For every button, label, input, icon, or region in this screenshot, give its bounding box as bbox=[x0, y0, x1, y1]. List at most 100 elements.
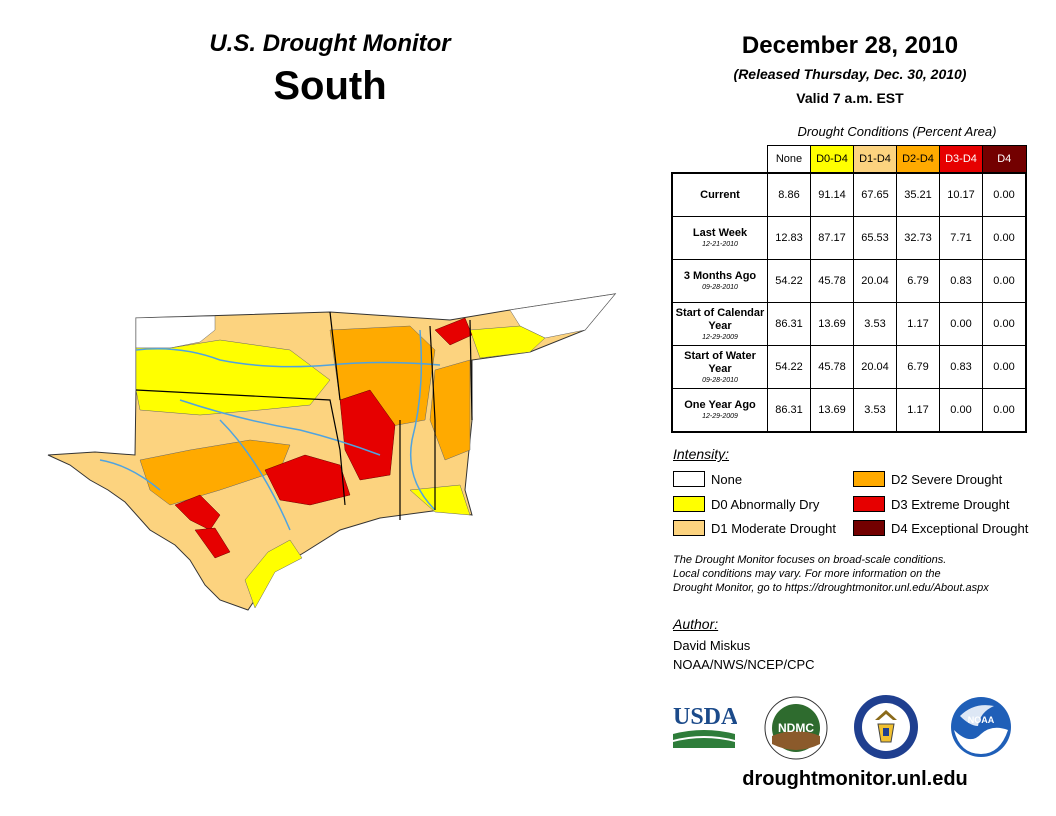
table-corner bbox=[672, 146, 768, 174]
row-label-text: Last Week bbox=[692, 227, 748, 239]
legend-item-d4: D4 Exceptional Drought bbox=[853, 520, 1028, 536]
drought-conditions-table: None D0-D4 D1-D4 D2-D4 D3-D4 D4 Current 8… bbox=[671, 145, 1027, 433]
value-cell: 0.00 bbox=[982, 259, 1027, 303]
row-label: 3 Months Ago 09-28-2010 bbox=[671, 259, 768, 303]
valid-time: Valid 7 a.m. EST bbox=[796, 90, 904, 106]
col-header: D3-D4 bbox=[939, 145, 983, 174]
value-cell: 1.17 bbox=[896, 302, 940, 346]
value-cell: 3.53 bbox=[853, 302, 897, 346]
value-cell: 6.79 bbox=[896, 345, 940, 389]
value-cell: 45.78 bbox=[810, 259, 854, 303]
author-label: Author: bbox=[673, 616, 719, 632]
drought-map bbox=[47, 293, 617, 611]
row-date: 12-29-2009 bbox=[702, 333, 738, 341]
legend-item-d3: D3 Extreme Drought bbox=[853, 496, 1010, 512]
legend-item-none: None bbox=[673, 471, 742, 487]
d0-louisiana bbox=[409, 484, 471, 516]
note-line[interactable]: Drought Monitor, go to https://droughtmo… bbox=[673, 582, 989, 594]
legend-swatch bbox=[853, 496, 885, 512]
region-title: South bbox=[273, 64, 387, 108]
d3-tennessee-west bbox=[434, 317, 473, 346]
legend-label: D4 Exceptional Drought bbox=[891, 520, 1029, 536]
state-border bbox=[135, 389, 346, 506]
noaa-logo-text: NOAA bbox=[968, 715, 995, 725]
value-cell: 8.86 bbox=[767, 172, 811, 217]
value-cell: 0.00 bbox=[939, 302, 983, 346]
col-header: D0-D4 bbox=[810, 145, 854, 174]
row-date: 12-29-2009 bbox=[702, 413, 738, 420]
intensity-label: Intensity: bbox=[673, 446, 730, 462]
table-row: 3 Months Ago 09-28-2010 54.22 45.78 20.04 6.7… bbox=[671, 259, 1027, 303]
conditions-caption: Drought Conditions (Percent Area) bbox=[797, 124, 997, 139]
value-cell: 0.00 bbox=[982, 302, 1027, 346]
row-label-text: Start of Water Year bbox=[684, 349, 756, 375]
legend-label: None bbox=[711, 471, 743, 487]
ndmc-logo[interactable]: NDMC bbox=[764, 696, 828, 760]
value-cell: 91.14 bbox=[810, 172, 854, 217]
row-date: 09-28-2010 bbox=[702, 376, 738, 384]
none-area-tennessee-east bbox=[509, 293, 616, 339]
value-cell: 54.22 bbox=[767, 259, 811, 303]
row-label-text: One Year Ago bbox=[684, 399, 756, 411]
d3-texas-west bbox=[174, 494, 221, 531]
noaa-logo[interactable]: NOAA bbox=[950, 696, 1012, 758]
d3-arkansas-south bbox=[339, 389, 396, 481]
legend-item-d1: D1 Moderate Drought bbox=[673, 520, 836, 536]
row-date: 09-28-2010 bbox=[702, 284, 738, 291]
value-cell: 13.69 bbox=[810, 388, 854, 433]
release-date: (Released Thursday, Dec. 30, 2010) bbox=[733, 66, 967, 82]
ndmc-logo-text: NDMC bbox=[778, 721, 814, 735]
usda-logo[interactable]: USDA bbox=[671, 700, 737, 750]
row-label: One Year Ago 12-29-2009 bbox=[671, 388, 768, 433]
author-name: David Miskus bbox=[673, 638, 751, 653]
value-cell: 54.22 bbox=[767, 345, 811, 389]
value-cell: 0.00 bbox=[982, 345, 1027, 389]
disclaimer-note: The Drought Monitor focuses on broad-sca… bbox=[673, 553, 1043, 595]
row-label-text: 3 Months Ago bbox=[683, 270, 757, 282]
commerce-seal-icon[interactable] bbox=[853, 694, 919, 760]
river-line bbox=[179, 399, 381, 456]
note-line: The Drought Monitor focuses on broad-sca… bbox=[673, 554, 947, 566]
row-label: Start of Water Year 09-28-2010 bbox=[671, 345, 768, 389]
value-cell: 86.31 bbox=[767, 388, 811, 433]
value-cell: 67.65 bbox=[853, 172, 897, 217]
value-cell: 45.78 bbox=[810, 345, 854, 389]
value-cell: 87.17 bbox=[810, 216, 854, 260]
table-row: Start of Water Year 09-28-2010 54.22 45.78 2… bbox=[671, 345, 1027, 389]
legend-label: D1 Moderate Drought bbox=[711, 520, 837, 536]
legend-label: D2 Severe Drought bbox=[891, 471, 1003, 487]
state-border bbox=[429, 325, 436, 510]
d2-mississippi bbox=[429, 359, 471, 461]
legend-item-d2: D2 Severe Drought bbox=[853, 471, 1002, 487]
value-cell: 32.73 bbox=[896, 216, 940, 260]
value-cell: 65.53 bbox=[853, 216, 897, 260]
legend-swatch bbox=[673, 520, 705, 536]
author-org: NOAA/NWS/NCEP/CPC bbox=[673, 657, 815, 672]
legend-label: D0 Abnormally Dry bbox=[711, 496, 820, 512]
col-header: None bbox=[767, 145, 811, 174]
legend-swatch bbox=[853, 520, 885, 536]
value-cell: 0.00 bbox=[982, 172, 1027, 217]
value-cell: 35.21 bbox=[896, 172, 940, 217]
row-label: Current bbox=[671, 172, 768, 217]
value-cell: 0.83 bbox=[939, 345, 983, 389]
value-cell: 6.79 bbox=[896, 259, 940, 303]
col-header: D4 bbox=[982, 145, 1027, 174]
state-border bbox=[469, 319, 473, 421]
row-date: 12-21-2010 bbox=[702, 241, 738, 248]
d3-texas-east bbox=[264, 454, 351, 506]
value-cell: 20.04 bbox=[853, 345, 897, 389]
river-line bbox=[409, 329, 436, 511]
value-cell: 10.17 bbox=[939, 172, 983, 217]
legend-label: D3 Extreme Drought bbox=[891, 496, 1010, 512]
state-border bbox=[329, 311, 341, 401]
row-label: Start of Calendar Year 12-29-2009 bbox=[671, 302, 768, 346]
website-link[interactable]: droughtmonitor.unl.edu bbox=[742, 768, 968, 790]
table-row: One Year Ago 12-29-2009 86.31 13.69 3.53 1.17… bbox=[671, 388, 1027, 433]
map-date: December 28, 2010 bbox=[741, 32, 959, 59]
row-label-text: Start of Calendar Year bbox=[675, 306, 765, 332]
col-header: D2-D4 bbox=[896, 145, 940, 174]
value-cell: 12.83 bbox=[767, 216, 811, 260]
legend-swatch bbox=[673, 471, 705, 487]
river-line bbox=[219, 419, 291, 531]
